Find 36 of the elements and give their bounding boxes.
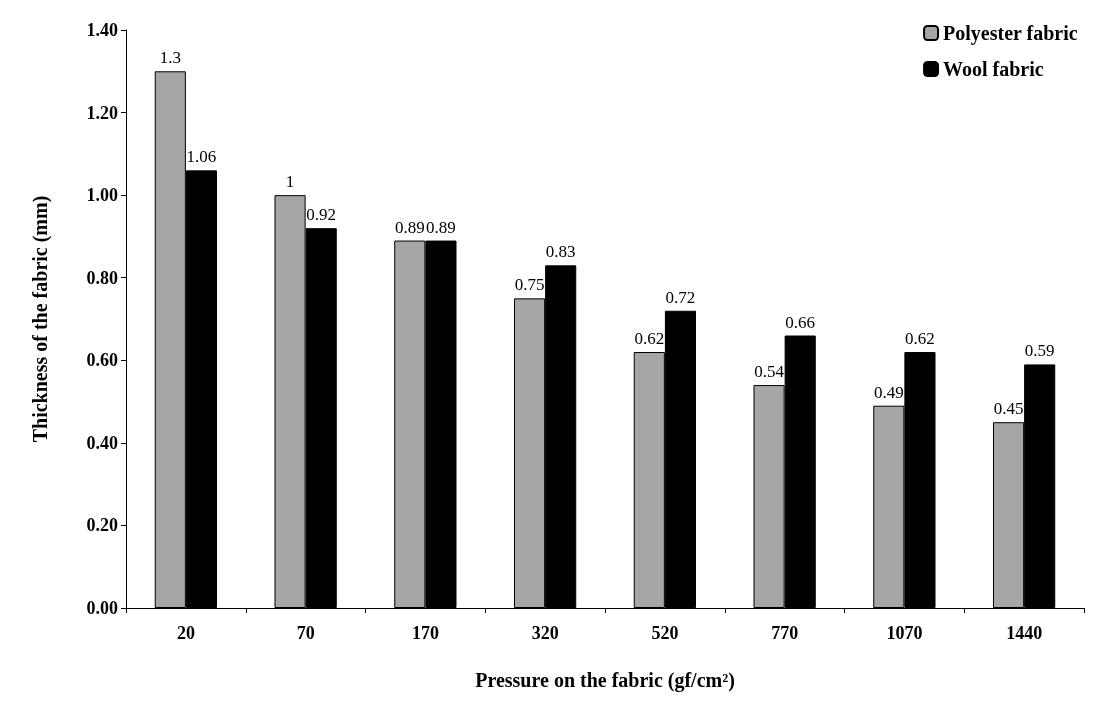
legend-label: Polyester fabric: [943, 22, 1078, 45]
data-label: 0.72: [665, 287, 696, 307]
data-label: 0.75: [514, 275, 545, 295]
y-tick-label: 0.80: [86, 267, 118, 288]
y-tick-label: 0.60: [86, 350, 118, 371]
data-label: 0.62: [905, 329, 935, 349]
x-tick-label: 170: [411, 623, 439, 643]
x-tick-label: 70: [296, 623, 315, 643]
y-axis-title: Thickness of the fabric (mm): [29, 195, 52, 443]
data-label: 0.66: [785, 312, 816, 332]
x-tick-label: 1070: [886, 623, 923, 643]
y-tick-label: 0.20: [86, 515, 118, 536]
data-label: 0.89: [394, 217, 425, 237]
data-label: 0.89: [426, 217, 456, 237]
data-label: 0.92: [306, 205, 337, 225]
y-tick-label: 1.00: [86, 185, 118, 206]
data-label: 1: [285, 172, 295, 192]
legend-label: Wool fabric: [943, 58, 1044, 80]
data-label: 0.45: [993, 399, 1024, 419]
x-tick-label: 20: [176, 623, 195, 643]
y-tick-label: 1.40: [86, 20, 118, 40]
data-label: 1.3: [159, 48, 181, 68]
data-label: 0.59: [1024, 341, 1055, 361]
x-axis-title: Pressure on the fabric (gf/cm²): [475, 669, 735, 692]
y-tick-label: 0.40: [86, 432, 118, 453]
y-tick-label: 0.00: [86, 598, 118, 618]
x-tick-label: 1440: [1006, 623, 1043, 643]
data-label: 0.62: [634, 329, 665, 349]
data-label: 0.54: [754, 362, 785, 382]
data-label: 0.83: [545, 242, 576, 262]
x-tick-label: 320: [531, 623, 559, 643]
x-tick-label: 770: [771, 623, 799, 643]
y-tick-label: 1.20: [86, 102, 118, 123]
data-label: 1.06: [186, 147, 217, 167]
data-label: 0.49: [873, 382, 904, 402]
x-tick-label: 520: [651, 623, 679, 643]
